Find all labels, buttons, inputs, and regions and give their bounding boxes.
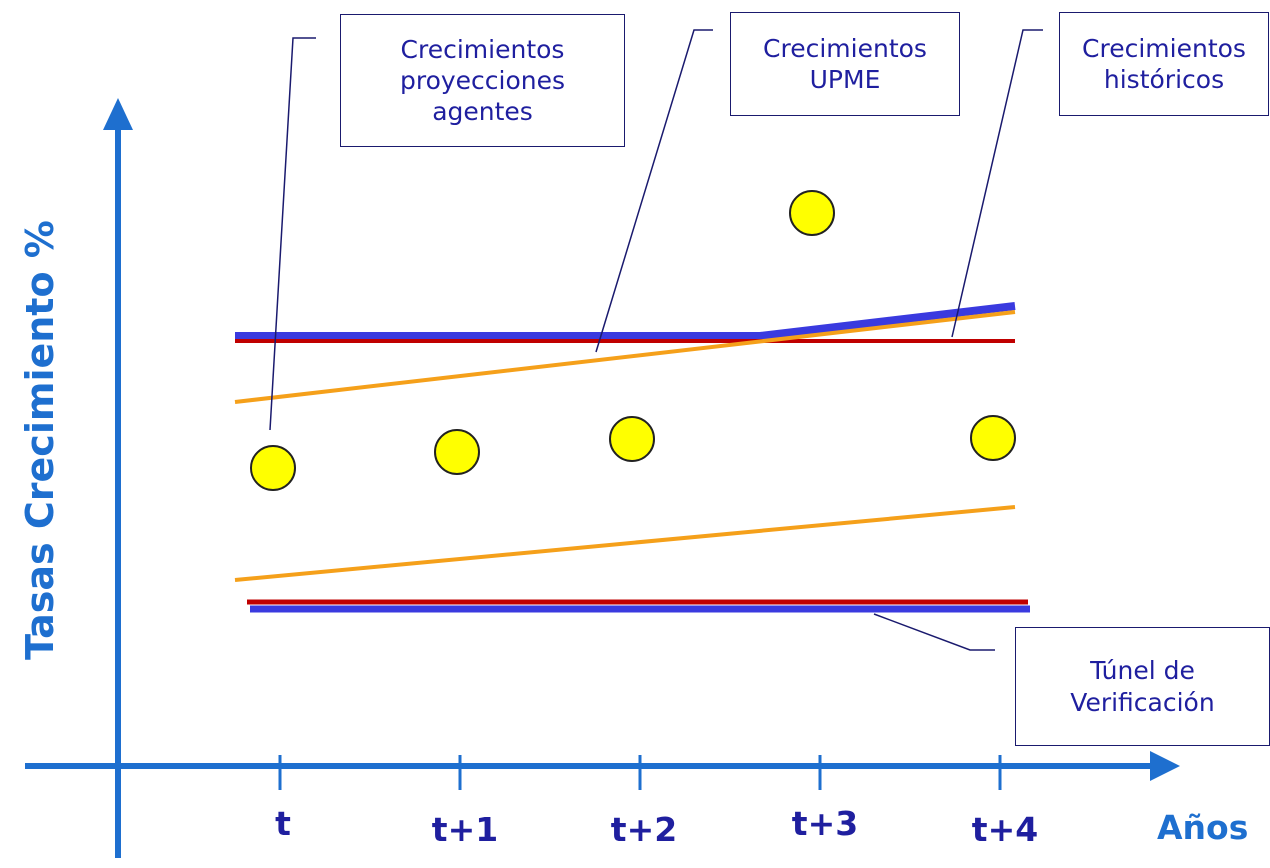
- agentes-lower-line: [234, 505, 1016, 582]
- x-axis-arrowhead: [1150, 751, 1180, 781]
- label-box-tunel: Túnel de Verificación: [1015, 627, 1270, 746]
- label-upme-line2: UPME: [809, 65, 881, 94]
- data-point-t2: [609, 416, 655, 462]
- leader-historicos: [951, 29, 1043, 338]
- x-axis-title: Años: [1157, 808, 1249, 847]
- label-historicos-line1: Crecimientos: [1082, 33, 1246, 63]
- data-point-t3: [789, 190, 835, 236]
- data-point-t4: [970, 415, 1016, 461]
- leader-tunel: [873, 613, 995, 651]
- x-tick-label-t: t: [275, 804, 291, 843]
- label-agentes-line3: agentes: [432, 97, 533, 127]
- label-upme-line1: Crecimientos: [763, 33, 927, 63]
- label-box-agentes: Crecimientos proyecciones agentes: [340, 14, 625, 147]
- data-point-t1: [434, 429, 480, 475]
- y-axis-arrowhead: [103, 98, 133, 130]
- leader-agentes: [269, 37, 316, 431]
- x-tick-label-t4: t+4: [971, 810, 1039, 849]
- label-box-upme: Crecimientos UPME: [730, 12, 960, 116]
- data-point-t: [250, 445, 296, 491]
- x-tick-label-t3: t+3: [791, 804, 859, 843]
- x-tick-label-t1: t+1: [431, 810, 499, 849]
- label-agentes-line1: Crecimientos: [400, 34, 565, 64]
- leader-upme: [595, 29, 713, 353]
- label-agentes-line2: proyecciones: [399, 65, 566, 95]
- label-tunel-line2: Verificación: [1070, 687, 1215, 717]
- upme-upper-line: [235, 302, 1016, 340]
- agentes-upper-line: [234, 310, 1016, 404]
- label-historicos-line2: históricos: [1103, 65, 1225, 94]
- y-axis-title: Tasas Crecimiento %: [18, 220, 62, 660]
- label-tunel-line1: Túnel de: [1090, 656, 1195, 686]
- label-box-historicos: Crecimientos históricos: [1059, 12, 1269, 116]
- x-tick-label-t2: t+2: [610, 810, 678, 849]
